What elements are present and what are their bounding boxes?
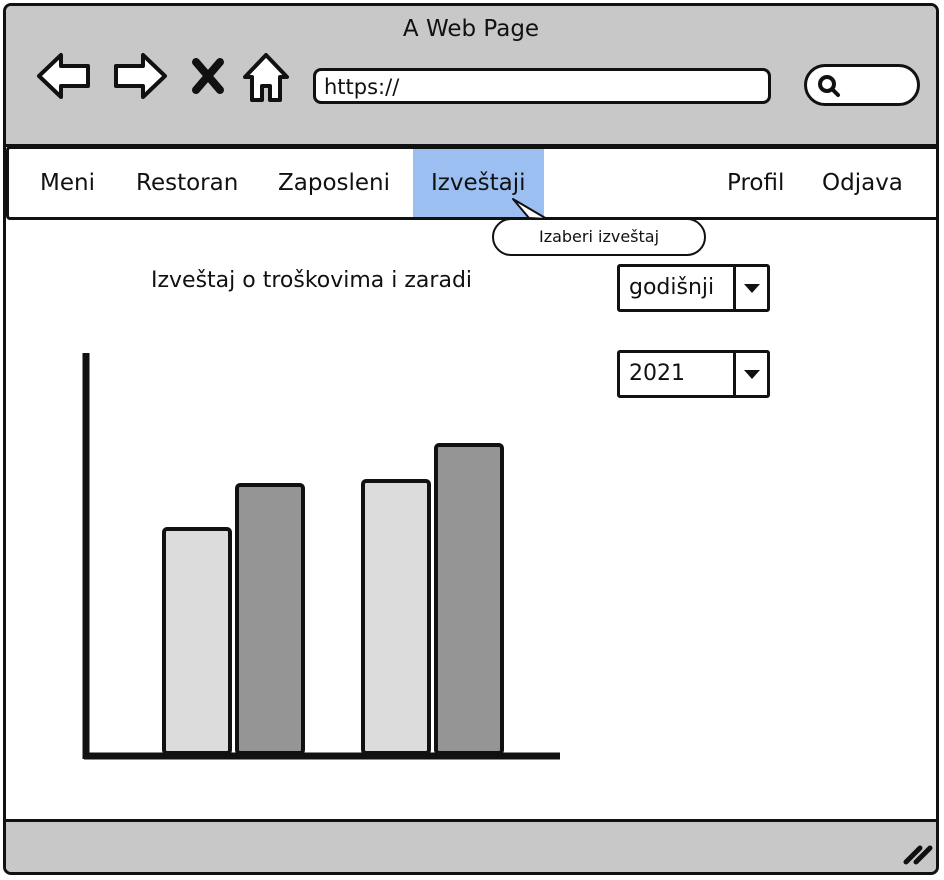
menu-item-profil[interactable]: Profil (727, 170, 785, 196)
bar-group-2-series-2 (434, 443, 504, 755)
report-title: Izveštaj o troškovima i zaradi (151, 268, 473, 293)
close-icon[interactable] (191, 58, 225, 94)
browser-window: A Web Page https:// Meni Restoran Zaposl… (3, 3, 939, 875)
bar-group-2-series-1 (361, 479, 431, 755)
period-select-value: godišnji (629, 275, 715, 300)
url-bar[interactable]: https:// (313, 68, 771, 104)
search-box[interactable] (804, 64, 920, 106)
forward-arrow-icon[interactable] (112, 50, 168, 102)
period-select-button[interactable] (733, 267, 767, 309)
main-menu-bar: Meni Restoran Zaposleni Izveštaji Profil… (6, 146, 936, 220)
menu-item-zaposleni[interactable]: Zaposleni (278, 170, 391, 196)
chart-bars (162, 443, 504, 755)
resize-grip-icon[interactable] (902, 838, 934, 866)
year-select-button[interactable] (733, 353, 767, 395)
expense-profit-chart (82, 353, 560, 760)
menu-item-restoran[interactable]: Restoran (136, 170, 239, 196)
status-bar (6, 819, 936, 872)
back-arrow-icon[interactable] (36, 50, 92, 102)
year-select-value: 2021 (629, 361, 685, 386)
window-title: A Web Page (402, 16, 540, 42)
tooltip: Izaberi izveštaj (492, 218, 706, 256)
chevron-down-icon (743, 370, 760, 379)
period-select[interactable]: godišnji (617, 264, 770, 312)
year-select[interactable]: 2021 (617, 350, 770, 398)
bar-group-1-series-1 (162, 527, 232, 755)
menu-item-odjava[interactable]: Odjava (822, 170, 903, 196)
chevron-down-icon (743, 284, 760, 293)
home-icon[interactable] (242, 52, 290, 104)
title-bar: A Web Page https:// (6, 6, 936, 147)
url-text: https:// (324, 75, 400, 99)
bar-group-1-series-2 (235, 483, 305, 755)
menu-item-meni[interactable]: Meni (40, 170, 95, 196)
search-icon (818, 75, 840, 97)
